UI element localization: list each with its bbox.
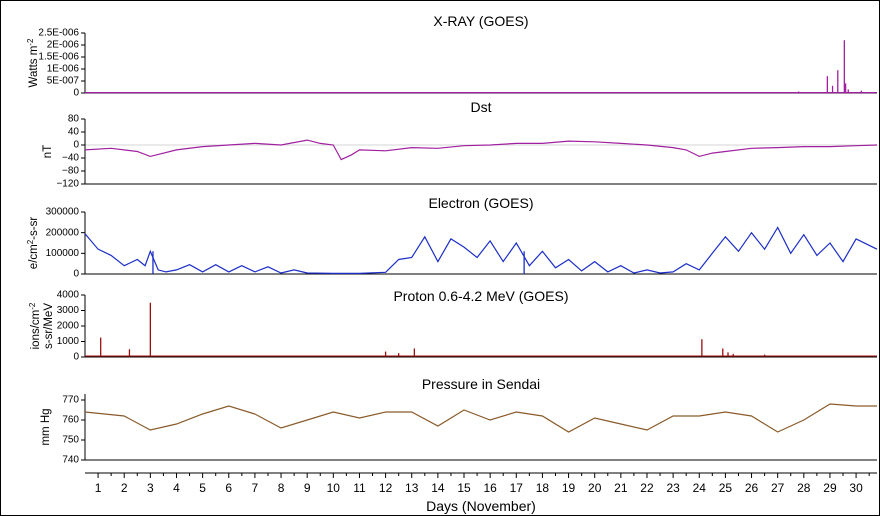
days-tick-label: 9: [304, 481, 311, 495]
dst-series-line: [84, 139, 878, 161]
dst-title: Dst: [471, 99, 492, 115]
days-tick-label: 16: [483, 481, 497, 495]
days-tick-label: 5: [199, 481, 206, 495]
pressure-ytick-label: 760: [62, 415, 79, 426]
dst-ylabel: nT: [42, 145, 54, 158]
xray-panel: X-RAY (GOES) 2.5E-0062E-0061.5E-0061E-006…: [26, 13, 877, 99]
pressure-panel: Pressure in Sendai 770 760 750 740 mm Hg: [40, 376, 877, 466]
days-tick-label: 24: [693, 481, 707, 495]
dst-panel: Dst 80 40 0 −40 −80 −120 nT: [42, 99, 878, 190]
electron-ytick-label: 200000: [46, 227, 80, 238]
days-tick-label: 11: [353, 481, 366, 495]
days-tick-label: 18: [536, 481, 550, 495]
days-tick-label: 4: [173, 481, 180, 495]
days-tick-label: 26: [745, 481, 759, 495]
proton-ytick-label: 1000: [57, 336, 80, 347]
days-tick-label: 3: [147, 481, 154, 495]
days-tick-label: 7: [252, 481, 259, 495]
days-axis: 1 2 3 4 5 6 7 8 9 10 11 12 13 14 15 16 17 18 19 20 21 22 23 24 2…: [85, 472, 877, 514]
dst-ytick-label: 0: [73, 140, 79, 151]
days-tick-label: 10: [327, 481, 341, 495]
x-axis-title: Days (November): [426, 498, 536, 514]
days-tick-label: 20: [588, 481, 602, 495]
days-tick-label: 15: [457, 481, 471, 495]
xray-ytick-label: 2E-006: [47, 40, 80, 51]
days-tick-label: 2: [121, 481, 128, 495]
days-tick-label: 1: [95, 481, 102, 495]
proton-panel: Proton 0.6-4.2 MeV (GOES) 4000 3000 2000 100…: [28, 288, 877, 363]
days-tick-label: 12: [379, 481, 393, 495]
pressure-ylabel: mm Hg: [40, 408, 52, 445]
dst-ytick-label: −40: [62, 153, 79, 164]
electron-ytick-label: 0: [73, 269, 79, 280]
days-tick-label: 29: [823, 481, 837, 495]
days-tick-label: 17: [510, 481, 524, 495]
days-tick-label: 27: [771, 481, 785, 495]
proton-ytick-label: 3000: [57, 305, 80, 316]
electron-ytick-label: 100000: [46, 248, 80, 259]
pressure-ytick-label: 740: [62, 455, 79, 466]
xray-ytick-label: 5E-007: [47, 76, 80, 87]
electron-title: Electron (GOES): [428, 195, 533, 211]
days-tick-label: 22: [640, 481, 654, 495]
days-tick-label: 14: [431, 481, 445, 495]
xray-ytick-label: 1.5E-006: [38, 52, 79, 63]
pressure-ytick-label: 750: [62, 435, 79, 446]
days-tick-label: 23: [666, 481, 680, 495]
days-tick-label: 19: [562, 481, 576, 495]
xray-ytick-label: 1E-006: [47, 64, 80, 75]
dst-ytick-label: −80: [62, 166, 79, 177]
proton-ytick-label: 0: [73, 352, 79, 363]
electron-panel: Electron (GOES) 300000 200000 100000 0 e/cm2-…: [26, 195, 878, 280]
xray-title: X-RAY (GOES): [433, 13, 528, 29]
days-tick-label: 8: [278, 481, 285, 495]
pressure-ytick-label: 770: [62, 395, 79, 406]
days-tick-label: 28: [797, 481, 811, 495]
electron-series-line: [84, 226, 878, 274]
proton-ytick-label: 4000: [57, 290, 80, 301]
dst-ytick-label: 80: [68, 114, 80, 125]
dst-ytick-label: −120: [56, 179, 79, 190]
proton-ytick-label: 2000: [57, 321, 80, 332]
proton-ylabel-line2: s-sr/MeV: [43, 303, 55, 349]
pressure-title: Pressure in Sendai: [422, 376, 540, 392]
days-tick-label: 21: [614, 481, 628, 495]
proton-title: Proton 0.6-4.2 MeV (GOES): [393, 288, 568, 304]
xray-ytick-label: 0: [73, 88, 79, 99]
dst-ytick-label: 40: [68, 127, 80, 138]
electron-ytick-label: 300000: [46, 207, 80, 218]
pressure-series-line: [84, 403, 877, 433]
electron-ylabel: e/cm2-s-sr: [26, 217, 40, 270]
xray-ylabel: Watts m-2: [26, 38, 40, 87]
xray-ytick-label: 2.5E-006: [38, 28, 79, 39]
days-tick-label: 6: [225, 481, 232, 495]
days-tick-label: 25: [719, 481, 733, 495]
days-tick-label: 13: [405, 481, 419, 495]
proton-ylabel: ions/cm-2: [28, 302, 42, 349]
days-tick-label: 30: [849, 481, 863, 495]
